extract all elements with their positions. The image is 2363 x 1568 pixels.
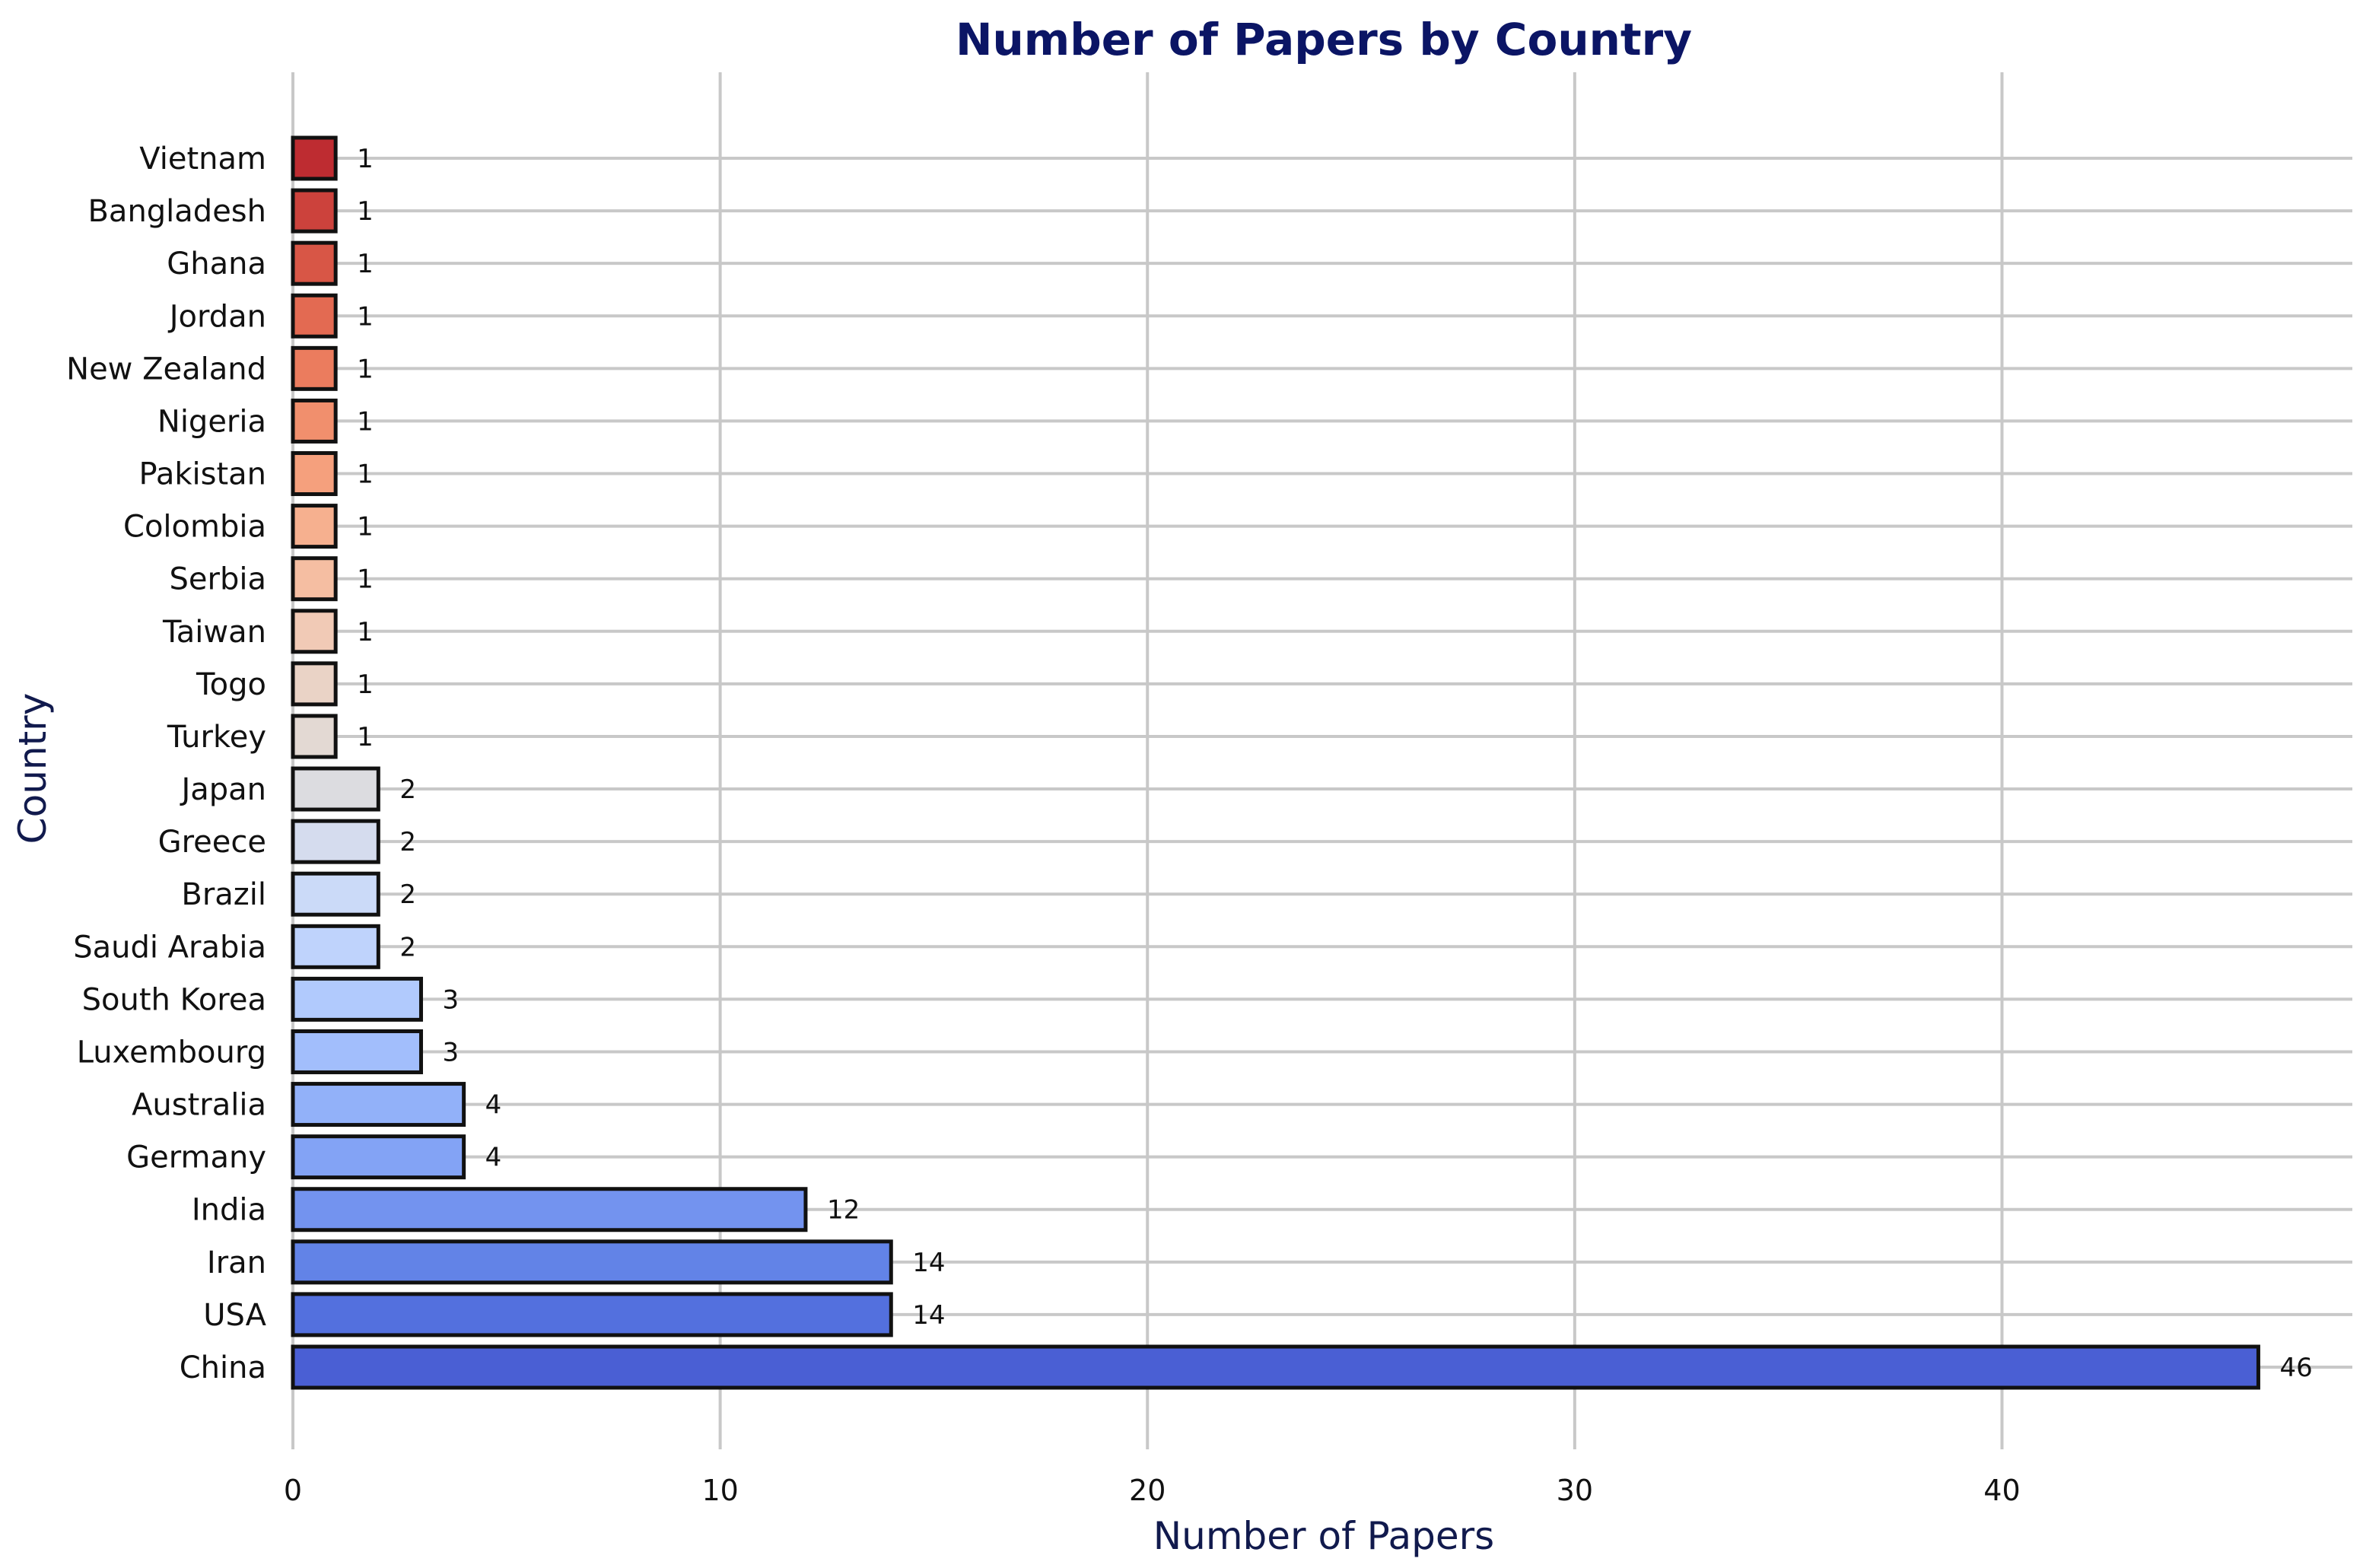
- bar: [291, 1187, 808, 1232]
- bar: [291, 661, 338, 707]
- bar: [291, 1239, 893, 1285]
- x-tick-label: 0: [284, 1474, 302, 1507]
- bar: [291, 135, 338, 181]
- y-tick-label: Iran: [207, 1245, 266, 1280]
- chart-title: Number of Papers by Country: [956, 14, 1692, 65]
- y-tick-label: Greece: [158, 825, 266, 860]
- value-label: 3: [442, 1037, 459, 1067]
- value-label: 1: [357, 722, 374, 752]
- bar: [291, 976, 423, 1022]
- x-axis-label: Number of Papers: [1153, 1514, 1495, 1558]
- value-label: 2: [399, 774, 416, 805]
- bar: [291, 345, 338, 391]
- bar: [291, 609, 338, 654]
- y-tick-label: Saudi Arabia: [73, 930, 266, 965]
- bar: [291, 1134, 466, 1180]
- bar: [291, 451, 338, 497]
- value-label: 14: [912, 1248, 945, 1278]
- value-label: 1: [357, 196, 374, 227]
- value-label: 46: [2279, 1353, 2312, 1383]
- y-tick-label: Nigeria: [157, 404, 266, 439]
- y-tick-label: Jordan: [167, 299, 266, 334]
- bar: [291, 293, 338, 339]
- value-label: 1: [357, 670, 374, 700]
- x-tick-label: 40: [1983, 1474, 2020, 1507]
- y-tick-label: Colombia: [123, 510, 266, 545]
- bar: [291, 1344, 2260, 1390]
- value-label: 1: [357, 354, 374, 384]
- value-label: 1: [357, 144, 374, 174]
- y-tick-label: China: [180, 1350, 266, 1385]
- value-label: 14: [912, 1300, 945, 1331]
- y-tick-label: Australia: [132, 1088, 266, 1123]
- y-tick-label: USA: [203, 1298, 266, 1333]
- x-tick-label: 20: [1129, 1474, 1166, 1507]
- value-label: 1: [357, 249, 374, 279]
- value-label: 3: [442, 984, 459, 1015]
- y-axis-label: Country: [11, 693, 55, 844]
- bar: [291, 240, 338, 286]
- bars: [291, 135, 2260, 1390]
- bar: [291, 819, 380, 864]
- value-label: 2: [399, 932, 416, 962]
- bar: [291, 871, 380, 917]
- value-label: 1: [357, 565, 374, 595]
- y-tick-label: Vietnam: [139, 142, 266, 177]
- bar: [291, 1082, 466, 1127]
- value-label: 1: [357, 512, 374, 542]
- bar: [291, 556, 338, 602]
- y-tick-label: Taiwan: [162, 615, 266, 650]
- x-tick-labels: 0 10 20 30 40: [284, 1474, 2021, 1507]
- bar: [291, 714, 338, 759]
- y-tick-label: Luxembourg: [77, 1035, 266, 1070]
- bar: [291, 188, 338, 234]
- value-label: 1: [357, 617, 374, 647]
- value-label: 12: [827, 1195, 860, 1226]
- value-label: 2: [399, 879, 416, 910]
- bar: [291, 504, 338, 549]
- value-label: 1: [357, 406, 374, 437]
- x-tick-label: 10: [701, 1474, 738, 1507]
- y-tick-label: Pakistan: [139, 457, 267, 492]
- y-tick-label: South Korea: [82, 982, 266, 1017]
- bar: [291, 766, 380, 812]
- bar: [291, 1292, 893, 1337]
- bar: [291, 1029, 423, 1074]
- bar: [291, 398, 338, 444]
- y-tick-label: Brazil: [181, 877, 266, 912]
- value-label: 1: [357, 460, 374, 490]
- y-tick-label: Germany: [126, 1140, 266, 1175]
- y-tick-label: Turkey: [167, 720, 266, 755]
- x-tick-label: 30: [1557, 1474, 1593, 1507]
- value-label: 2: [399, 827, 416, 857]
- value-label: 4: [485, 1143, 502, 1173]
- y-tick-label: New Zealand: [66, 351, 266, 386]
- value-label: 4: [485, 1090, 502, 1121]
- y-tick-label: Togo: [196, 667, 266, 702]
- y-tick-label: Ghana: [167, 246, 266, 281]
- y-tick-label: Bangladesh: [87, 194, 266, 229]
- y-tick-label: Japan: [179, 772, 266, 807]
- value-label: 1: [357, 301, 374, 332]
- y-tick-label: India: [192, 1193, 266, 1228]
- y-tick-labels: China USA Iran India Germany Australia Luxembo…: [66, 142, 266, 1385]
- bar: [291, 924, 380, 969]
- y-tick-label: Serbia: [170, 562, 266, 597]
